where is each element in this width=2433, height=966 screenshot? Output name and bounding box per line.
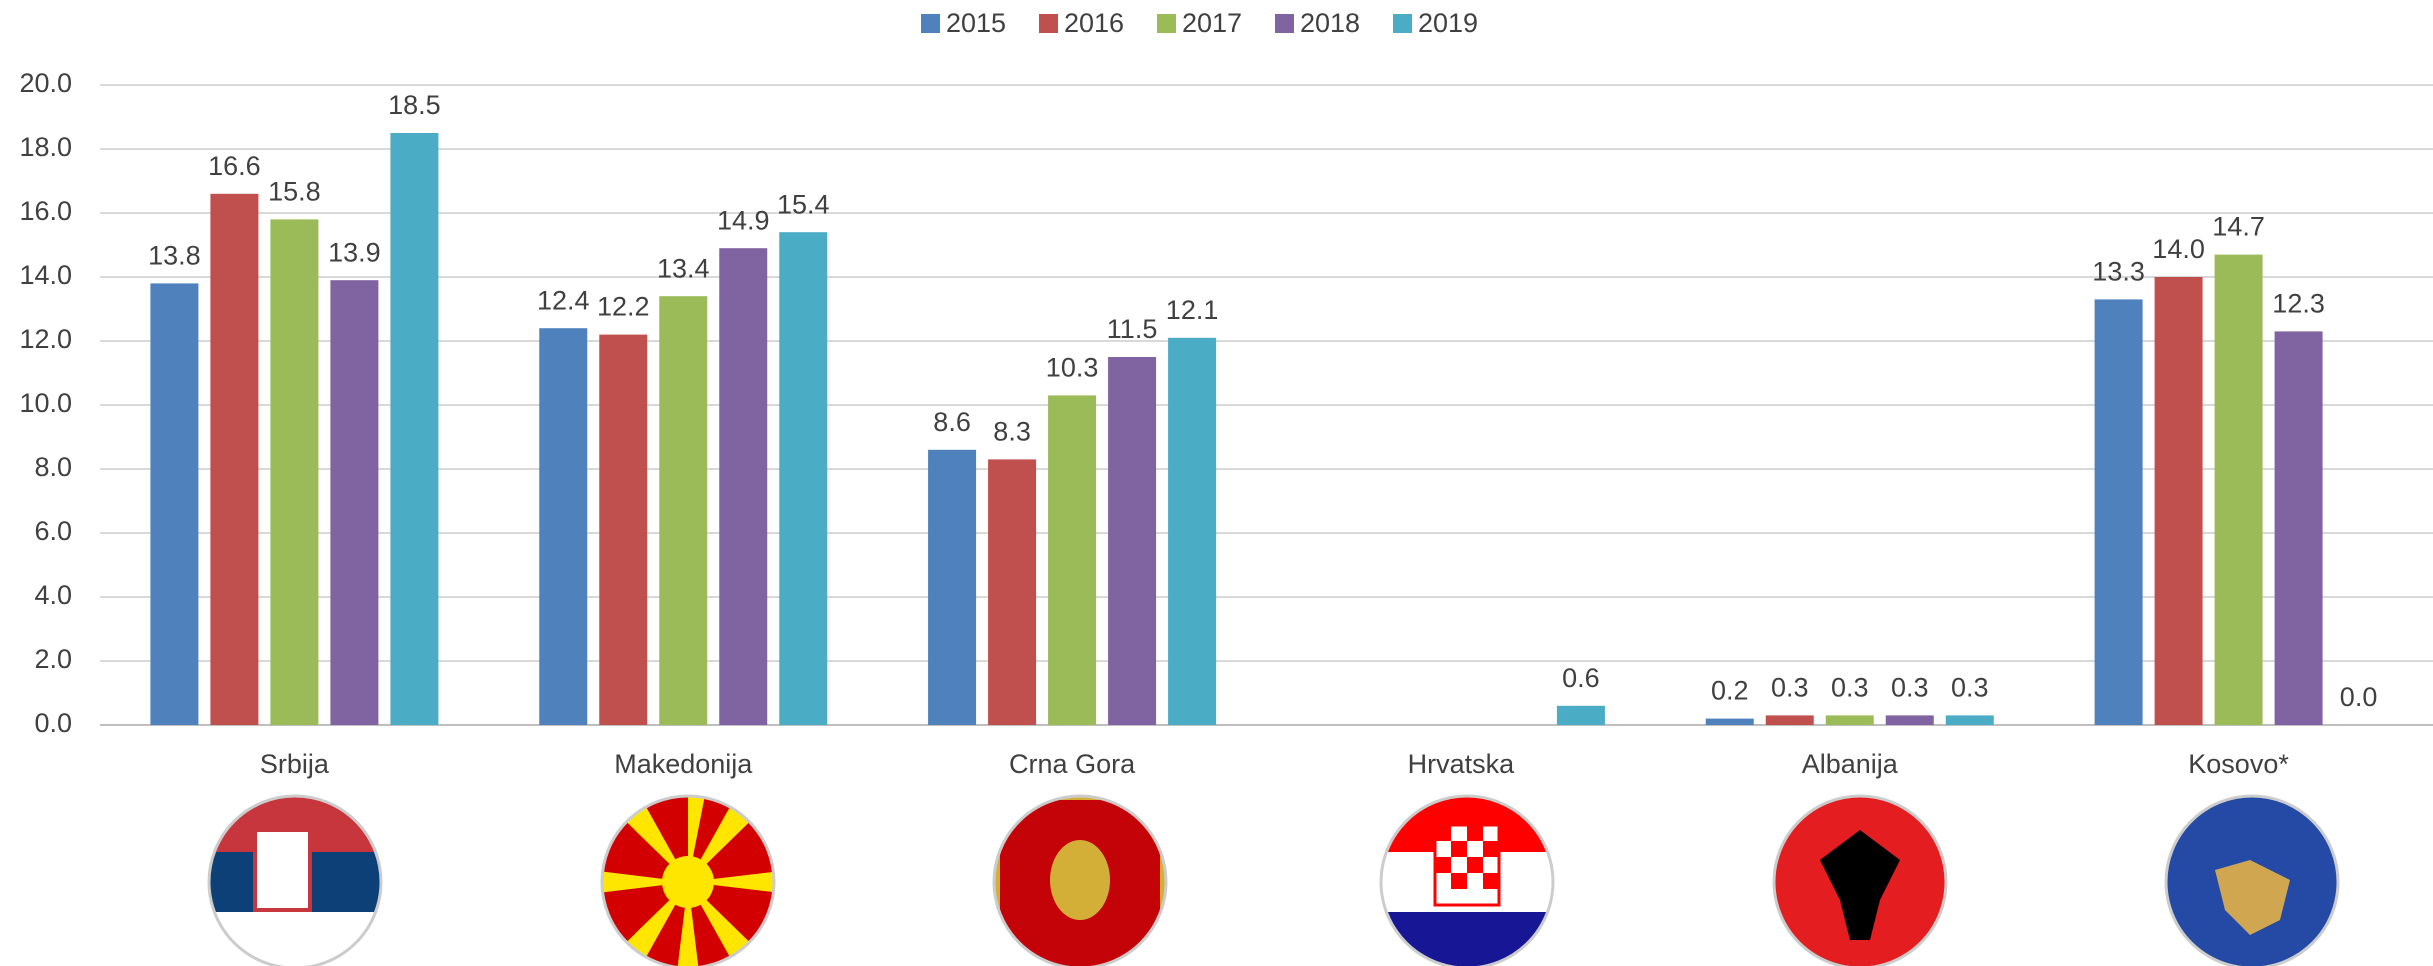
y-tick-label: 0.0 bbox=[34, 708, 72, 738]
x-tick-label: Srbija bbox=[260, 749, 330, 779]
value-label: 12.2 bbox=[597, 292, 650, 322]
value-label: 12.1 bbox=[1166, 295, 1219, 325]
value-label: 14.9 bbox=[717, 205, 770, 235]
bar bbox=[1556, 705, 1605, 725]
bar bbox=[779, 232, 828, 725]
y-tick-label: 2.0 bbox=[34, 644, 72, 674]
bar bbox=[719, 248, 768, 725]
legend-swatch bbox=[1157, 14, 1176, 33]
bar bbox=[659, 296, 708, 725]
y-tick-label: 20.0 bbox=[19, 68, 72, 98]
bar bbox=[150, 283, 199, 725]
bar bbox=[928, 449, 977, 725]
value-label: 11.5 bbox=[1107, 314, 1158, 344]
y-tick-label: 16.0 bbox=[19, 196, 72, 226]
flag-macedonia bbox=[602, 796, 774, 966]
value-label: 0.6 bbox=[1562, 663, 1600, 693]
y-tick-label: 8.0 bbox=[34, 452, 72, 482]
legend-label: 2019 bbox=[1418, 8, 1478, 38]
y-tick-label: 4.0 bbox=[34, 580, 72, 610]
flag-croatia bbox=[1381, 796, 1553, 966]
value-label: 0.3 bbox=[1831, 673, 1869, 703]
bar bbox=[1825, 715, 1874, 725]
value-label: 14.7 bbox=[2212, 212, 2265, 242]
value-label: 13.4 bbox=[657, 253, 710, 283]
bar bbox=[2214, 254, 2263, 725]
bar bbox=[2274, 331, 2323, 725]
value-label: 12.4 bbox=[537, 285, 590, 315]
bar bbox=[1765, 715, 1814, 725]
value-label: 16.6 bbox=[208, 151, 261, 181]
value-label: 10.3 bbox=[1046, 353, 1099, 383]
bar bbox=[1108, 357, 1157, 725]
y-tick-label: 6.0 bbox=[34, 516, 72, 546]
value-label: 12.3 bbox=[2272, 289, 2325, 319]
bar bbox=[210, 193, 259, 726]
bar bbox=[1048, 395, 1097, 725]
flag-albania bbox=[1774, 796, 1946, 966]
bar bbox=[1885, 715, 1934, 725]
value-label: 0.3 bbox=[1951, 673, 1989, 703]
bar bbox=[599, 334, 648, 725]
value-label: 14.0 bbox=[2152, 234, 2205, 264]
value-label: 18.5 bbox=[388, 90, 441, 120]
flag-kosovo bbox=[2166, 796, 2338, 966]
bar bbox=[270, 219, 319, 725]
y-tick-label: 14.0 bbox=[19, 260, 72, 290]
bar bbox=[1945, 715, 1994, 725]
bar bbox=[1705, 718, 1754, 725]
x-tick-label: Kosovo* bbox=[2188, 749, 2289, 779]
value-label: 13.3 bbox=[2092, 257, 2145, 287]
x-tick-label: Albanija bbox=[1802, 749, 1899, 779]
flag-montenegro bbox=[994, 796, 1166, 966]
y-tick-label: 10.0 bbox=[19, 388, 72, 418]
value-label: 15.4 bbox=[777, 189, 830, 219]
value-label: 8.3 bbox=[993, 417, 1031, 447]
legend-swatch bbox=[1039, 14, 1058, 33]
flags bbox=[207, 794, 2340, 966]
x-tick-label: Hrvatska bbox=[1408, 749, 1516, 779]
legend-swatch bbox=[921, 14, 940, 33]
x-tick-label: Crna Gora bbox=[1009, 749, 1136, 779]
bar bbox=[539, 328, 588, 725]
bar bbox=[2154, 277, 2203, 725]
bar bbox=[1168, 337, 1217, 725]
bar bbox=[390, 133, 439, 725]
y-tick-label: 18.0 bbox=[19, 132, 72, 162]
bar bbox=[2094, 299, 2143, 725]
value-label: 0.0 bbox=[2340, 682, 2378, 712]
legend-label: 2018 bbox=[1300, 8, 1360, 38]
legend-swatch bbox=[1393, 14, 1412, 33]
x-tick-label: Makedonija bbox=[614, 749, 753, 779]
value-label: 13.9 bbox=[328, 237, 381, 267]
value-label: 8.6 bbox=[933, 407, 971, 437]
legend-label: 2015 bbox=[946, 8, 1006, 38]
bar bbox=[330, 280, 379, 725]
bar bbox=[988, 459, 1037, 725]
legend-swatch bbox=[1275, 14, 1294, 33]
legend-label: 2017 bbox=[1182, 8, 1242, 38]
y-tick-label: 12.0 bbox=[19, 324, 72, 354]
value-label: 0.2 bbox=[1711, 676, 1749, 706]
legend-label: 2016 bbox=[1064, 8, 1124, 38]
value-label: 0.3 bbox=[1891, 673, 1929, 703]
value-label: 0.3 bbox=[1771, 673, 1809, 703]
value-label: 13.8 bbox=[148, 241, 201, 271]
value-label: 15.8 bbox=[268, 177, 321, 207]
